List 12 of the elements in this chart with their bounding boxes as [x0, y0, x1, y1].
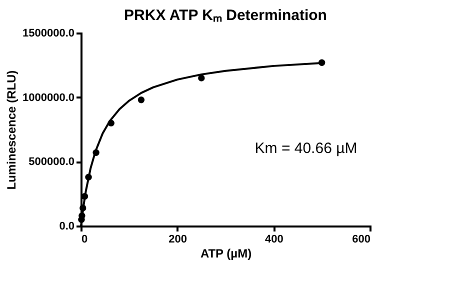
x-tick-label: 0 [82, 234, 88, 246]
annotation: Km = 40.66 µM [254, 140, 358, 157]
x-axis-title: ATP (µM) [200, 246, 252, 260]
x-tick-label: 200 [168, 234, 188, 246]
y-tick-label: 1500000.0 [22, 28, 74, 40]
y-tick-label: 500000.0 [28, 156, 74, 168]
y-tick-label: 1000000.0 [22, 92, 74, 104]
y-tick-label: 0.0 [59, 220, 74, 232]
x-tick-label: 600 [352, 234, 370, 246]
y-axis-title: Luminescence (RLU) [4, 70, 18, 190]
x-tick-label: 400 [264, 234, 284, 246]
chart-title: PRKX ATP Kₘ Determination [124, 7, 327, 24]
